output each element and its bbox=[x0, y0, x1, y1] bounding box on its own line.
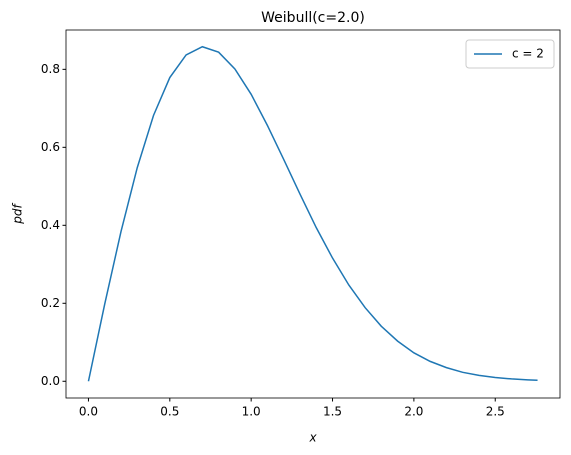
y-tick-label: 0.6 bbox=[41, 140, 60, 154]
y-tick-label: 0.8 bbox=[41, 62, 60, 76]
x-axis-label: x bbox=[308, 431, 317, 445]
legend-box bbox=[465, 39, 555, 69]
axes-frame bbox=[65, 29, 561, 399]
y-tick-label: 0.4 bbox=[41, 218, 60, 232]
y-axis-label: pdf bbox=[11, 203, 25, 225]
x-tick-label: 2.0 bbox=[404, 405, 423, 419]
x-tick-label: 2.5 bbox=[486, 405, 505, 419]
x-tick-label: 0.0 bbox=[79, 405, 98, 419]
line bbox=[87, 45, 538, 382]
x-tick-label: 1.5 bbox=[323, 405, 342, 419]
legend-label: c = 2 bbox=[512, 47, 544, 61]
y-tick-label: 0.2 bbox=[41, 296, 60, 310]
chart-title: Weibull(c=2.0) bbox=[261, 10, 365, 26]
x-tick-label: 0.5 bbox=[160, 405, 179, 419]
x-tick-label: 1.0 bbox=[242, 405, 261, 419]
y-tick-label: 0.0 bbox=[41, 374, 60, 388]
